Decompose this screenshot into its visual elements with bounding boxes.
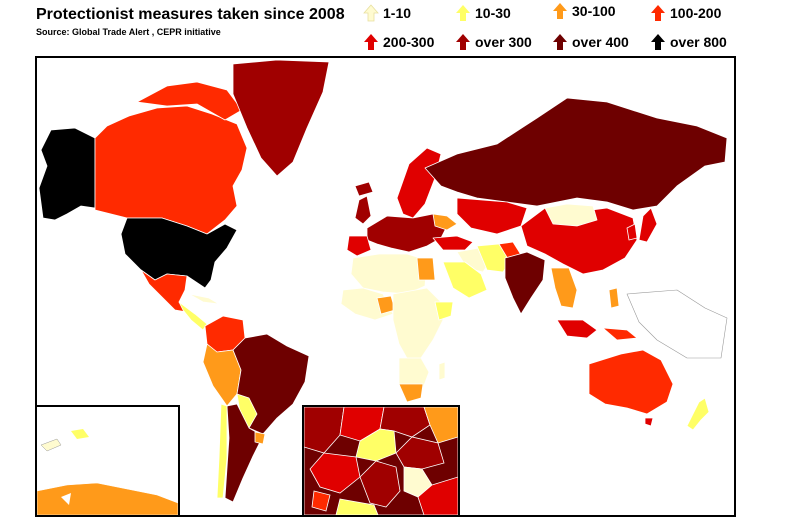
region-egypt [416,257,436,281]
region-korea [626,223,638,241]
region-turkey [432,235,474,251]
region-russia [424,97,728,211]
legend-label: 100-200 [670,5,722,21]
region-argentina [224,403,264,503]
region-indonesia [556,319,598,339]
region-new-zealand [686,397,710,431]
region-uk [354,195,372,225]
region-indonesia-east [602,327,638,341]
legend-item-over-800: over 800 [650,33,727,51]
region-mongolia [544,203,598,227]
legend-label: over 800 [670,34,727,50]
region-australia [588,349,674,415]
region-west-africa [340,287,394,321]
region-south-africa [398,383,424,403]
legend-arrow-icon [651,5,665,21]
legend-item-10-30: 10-30 [455,4,511,22]
region-usa [120,217,238,289]
region-iberia [346,235,372,257]
region-alaska [38,127,96,221]
region-europe [366,213,448,253]
caribbean-inset [35,405,180,517]
legend-arrow-icon [456,5,470,21]
europe-inset [302,405,460,517]
legend-label: 1-10 [383,5,412,21]
region-ukraine [432,213,458,231]
region-canada [94,105,248,235]
legend-label: 30-100 [572,3,616,19]
legend-arrow-icon [553,34,567,50]
region-greenland [232,59,330,177]
caribbean-inset-svg [37,429,178,515]
region-saudi-arabia [442,261,488,299]
legend-item-200-300: 200-300 [363,33,434,51]
region-pacific-islands [626,289,728,359]
legend-arrow-icon [364,34,378,50]
legend-item-over-300: over 300 [455,33,532,51]
region-scandinavia [396,147,442,219]
region-kazakhstan [456,197,528,235]
legend-item-30-100: 30-100 [552,2,616,20]
legend-label: 10-30 [475,5,511,21]
legend-arrow-icon [651,34,665,50]
region-chile [216,403,228,499]
legend-label: 200-300 [383,34,435,50]
region-central-america [178,301,208,331]
region-horn-africa [434,301,454,321]
region-philippines [608,287,620,309]
europe-inset-svg [304,407,458,515]
region-india [504,251,546,315]
legend-item-100-200: 100-200 [650,4,721,22]
region-caribbean [188,293,220,305]
map-source: Source: Global Trade Alert , CEPR initia… [36,27,221,37]
region-iceland [354,181,374,197]
legend-arrow-icon [363,4,379,22]
region-japan [638,207,658,243]
legend-label: over 400 [572,34,629,50]
region-uruguay [254,431,266,445]
region-southeast-asia [550,267,578,309]
region-madagascar [438,361,446,381]
legend-item-1-10: 1-10 [363,4,411,22]
world-map-svg [38,59,728,503]
region-tasmania [644,417,654,427]
legend-label: over 300 [475,34,532,50]
legend-arrow-icon [553,3,567,19]
legend-arrow-icon [456,34,470,50]
region-mexico [140,269,188,313]
region-central-africa [392,287,444,363]
legend-item-over-400: over 400 [552,33,629,51]
map-title: Protectionist measures taken since 2008 [36,6,345,23]
